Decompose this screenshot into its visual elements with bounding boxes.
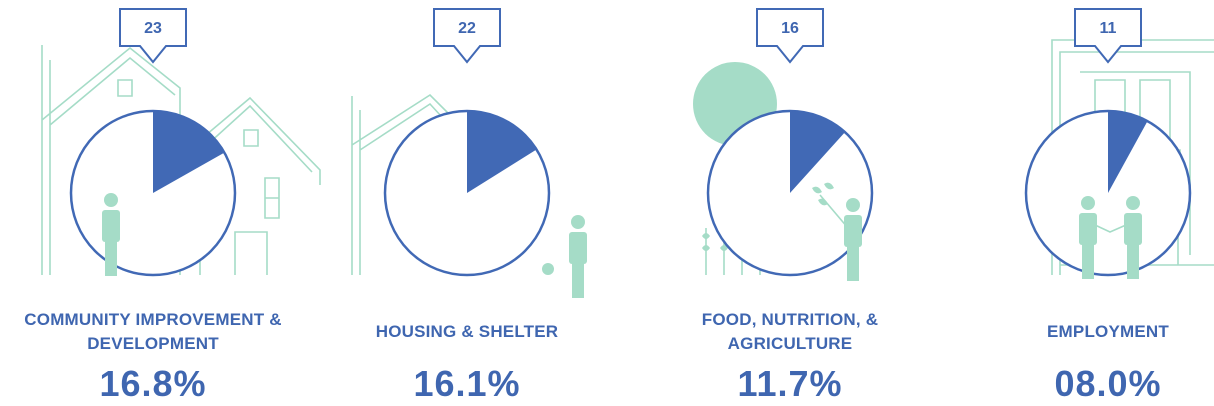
value-label: 16.1% — [413, 363, 521, 404]
category-label: FOOD, NUTRITION, & AGRICULTURE — [701, 310, 879, 353]
person-legs — [847, 245, 859, 281]
handshake — [1094, 224, 1127, 233]
count-callout — [756, 8, 824, 64]
pie-wedge — [1108, 111, 1148, 193]
pie-wedge — [467, 111, 537, 193]
person-head — [1081, 196, 1095, 210]
pie-wedge — [153, 111, 225, 193]
foreground-illustration — [102, 182, 1142, 298]
person-legs — [1127, 243, 1139, 279]
person-head — [1126, 196, 1140, 210]
wheat-head — [812, 182, 834, 206]
count-callout — [433, 8, 501, 64]
person-body — [569, 232, 587, 264]
person-body — [102, 210, 120, 242]
count-callout — [1074, 8, 1142, 64]
value-label: 08.0% — [1054, 363, 1162, 404]
category-label: COMMUNITY IMPROVEMENT & DEVELOPMENT — [24, 310, 282, 353]
ball — [542, 263, 554, 275]
person-head — [846, 198, 860, 212]
person-head — [104, 193, 118, 207]
person-legs — [105, 240, 117, 276]
count-label: 11 — [1100, 20, 1117, 37]
person-head — [571, 215, 585, 229]
count-label: 16 — [781, 20, 799, 37]
value-label: 16.8% — [99, 363, 207, 404]
pie-wedge — [790, 111, 845, 193]
person-legs — [572, 262, 584, 298]
count-label: 23 — [144, 20, 162, 37]
category-label: HOUSING & SHELTER — [375, 322, 559, 341]
value-label: 11.7% — [737, 363, 843, 404]
category-label: EMPLOYMENT — [1047, 322, 1169, 341]
person-body — [1079, 213, 1097, 245]
count-label: 22 — [458, 20, 476, 37]
count-callout — [119, 8, 187, 64]
person-legs — [1082, 243, 1094, 279]
person-body — [844, 215, 862, 247]
person-body — [1124, 213, 1142, 245]
